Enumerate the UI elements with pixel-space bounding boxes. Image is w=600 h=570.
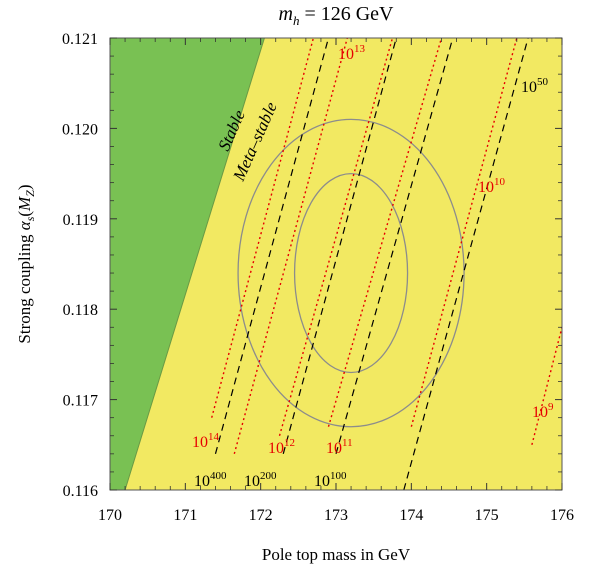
y-axis-title-sub1: s [23,216,37,221]
chart-title: mh = 126 GeV [279,3,395,28]
plot-area [110,38,562,490]
y-tick-label: 0.119 [63,212,98,229]
red-contour-6 [531,327,562,445]
contour-labels: 1014 1013 1012 1011 1010 109 10400 10200 10100 10… [192,43,554,490]
y-axis-title-main: Strong coupling [15,230,34,343]
x-tick-label: 173 [324,507,348,524]
red-contour-label: 1011 [326,437,353,457]
red-contour-label: 109 [532,401,554,421]
y-tick-label: 0.118 [63,302,98,319]
red-dotted-contours [211,38,562,455]
confidence-ellipses [237,118,465,428]
y-axis-title: Strong coupling αs(MZ) [15,184,37,343]
black-dashed-contours [214,38,529,490]
y-tick-label: 0.116 [63,483,98,500]
black-contour-label: 10400 [194,470,227,490]
y-tick-label: 0.120 [62,121,98,138]
red-contour-label: 1013 [338,43,366,63]
y-axis-title-open: ( [15,211,34,217]
red-contour-2 [233,38,348,455]
ellipse-2 [237,118,465,428]
y-axis-title-sym: α [15,220,34,230]
black-contour-label: 1050 [521,76,549,96]
y-axis-title-sub2: Z [23,190,37,197]
axis-ticks: 170 171 172 173 174 175 176 0.116 0.117 0.118 0.11… [62,31,574,524]
x-tick-label: 174 [399,507,423,524]
black-contour-4 [403,38,529,490]
y-axis-title-arg: M [15,196,34,212]
x-tick-label: 175 [475,507,499,524]
ellipse-1 [293,172,409,374]
x-tick-label: 171 [173,507,197,524]
red-contour-label: 1014 [192,431,220,451]
stable-region [110,38,265,490]
y-tick-label: 0.121 [62,31,98,48]
y-tick-label: 0.117 [63,393,98,410]
black-contour-label: 10200 [244,470,277,490]
red-contour-3 [278,38,394,436]
black-contour-label: 10100 [314,470,347,490]
y-axis-title-close: ) [15,184,34,190]
title-rest: = 126 GeV [299,3,394,25]
red-contour-1 [211,38,315,418]
red-contour-label: 1012 [268,437,295,457]
title-var: m [279,3,293,25]
red-contour-5 [410,38,518,427]
x-tick-label: 170 [98,507,122,524]
x-tick-label: 172 [249,507,273,524]
x-axis-title: Pole top mass in GeV [262,545,411,564]
red-contour-label: 1010 [478,176,506,196]
x-tick-label: 176 [550,507,574,524]
title-sub: h [293,13,300,28]
